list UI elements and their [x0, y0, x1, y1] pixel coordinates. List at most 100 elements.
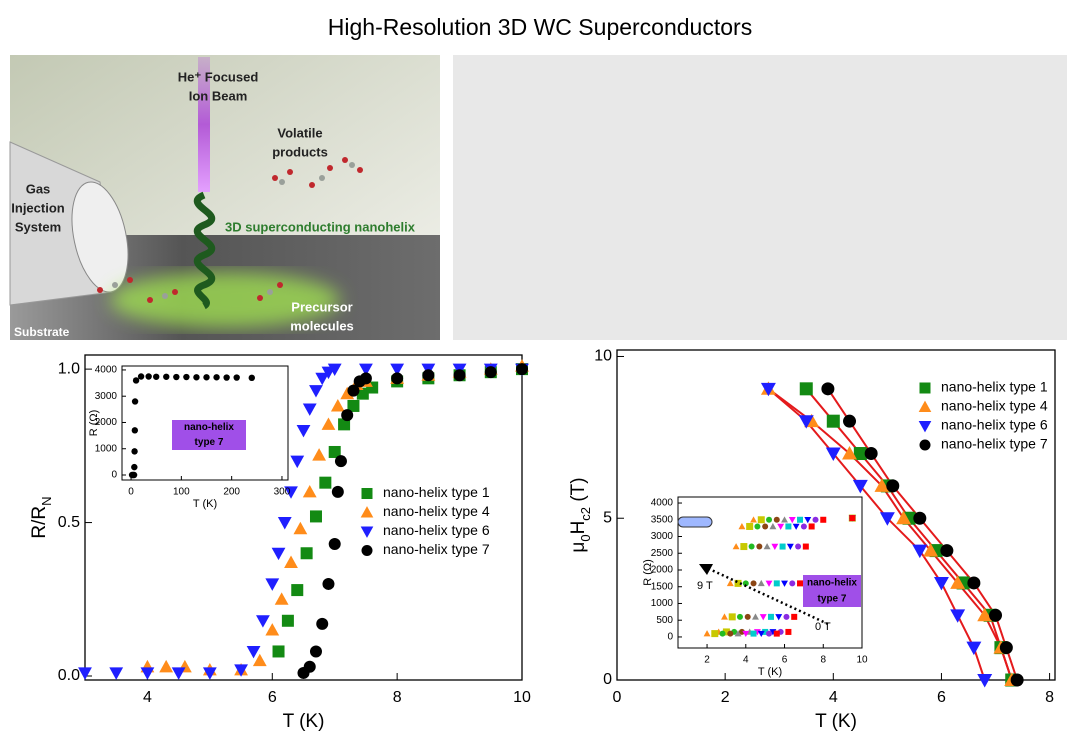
fit-line — [827, 388, 1019, 681]
annotation: type 7 — [195, 437, 224, 448]
marker — [281, 614, 294, 627]
marker — [950, 609, 966, 623]
marker — [726, 579, 734, 587]
marker — [842, 446, 857, 460]
marker — [321, 417, 336, 430]
marker — [233, 374, 240, 381]
marker — [950, 575, 966, 589]
y-axis-label: R (Ω) — [88, 410, 100, 437]
x-axis-label: T (K) — [283, 711, 325, 732]
sem-frame — [453, 55, 1067, 340]
marker — [302, 484, 317, 498]
x-tick-label: 10 — [513, 689, 531, 706]
marker — [284, 486, 298, 499]
sem-images — [453, 55, 1067, 340]
marker — [783, 613, 790, 620]
illustration — [9, 55, 440, 340]
x-tick-label: 300 — [274, 487, 291, 498]
y-tick-label: 0.5 — [58, 514, 80, 531]
marker — [777, 523, 785, 530]
marker — [516, 363, 528, 376]
illustration-label: Injection — [11, 200, 65, 215]
marker — [328, 445, 341, 458]
marker — [804, 517, 812, 524]
marker — [799, 382, 813, 396]
legend-label: nano-helix type 4 — [941, 398, 1048, 414]
marker — [277, 517, 292, 530]
y-tick-label: 0 — [667, 632, 673, 643]
legend-marker — [919, 382, 931, 394]
marker — [272, 645, 285, 658]
marker — [338, 418, 351, 431]
x-tick-label: 2 — [704, 655, 710, 666]
marker — [773, 516, 780, 523]
marker — [791, 613, 798, 620]
molecules — [97, 157, 363, 303]
marker — [484, 366, 497, 379]
nanohelix — [193, 191, 216, 310]
x-axis-label: T (K) — [758, 666, 782, 678]
molecules-light — [112, 162, 355, 299]
y-axis-label-part: (T) — [568, 477, 589, 507]
legend-marker — [360, 526, 374, 538]
marker — [391, 372, 404, 385]
marker — [781, 580, 788, 587]
marker — [131, 427, 139, 434]
illustration-label: Gas — [26, 181, 51, 196]
tube-opening — [71, 181, 129, 293]
legend-label: nano-helix type 1 — [941, 379, 1048, 395]
y-axis-label-part: R (Ω) — [88, 410, 100, 437]
legend-marker — [360, 506, 374, 518]
marker — [820, 516, 827, 523]
marker — [798, 415, 814, 429]
marker — [265, 578, 280, 591]
y-tick-label: 3500 — [651, 514, 674, 525]
marker — [746, 522, 754, 530]
x-tick-label: 10 — [856, 655, 868, 666]
y-tick-label: 2000 — [95, 417, 118, 428]
marker — [356, 387, 369, 400]
y-tick-label: 500 — [656, 615, 673, 626]
x-tick-label: 6 — [782, 655, 788, 666]
marker — [967, 576, 981, 590]
illustration-label: Substrate — [14, 325, 70, 339]
marker — [738, 628, 745, 635]
marker — [327, 363, 342, 377]
marker — [137, 373, 145, 380]
marker — [742, 630, 750, 638]
marker — [800, 523, 807, 530]
marker — [853, 447, 867, 461]
marker — [913, 511, 927, 525]
marker — [265, 623, 280, 636]
marker — [750, 630, 757, 637]
x-tick-label: 200 — [223, 487, 240, 498]
marker — [703, 630, 711, 637]
y-axis-label-part: H — [568, 521, 589, 535]
y-tick-label: 1000 — [651, 598, 674, 609]
annotation-box — [172, 420, 246, 450]
marker — [422, 369, 435, 382]
figure-title: High-Resolution 3D WC Superconductors — [328, 14, 752, 40]
y-tick-label: 2500 — [651, 548, 674, 559]
arrow-label: 9 T — [697, 580, 713, 592]
marker — [274, 592, 289, 605]
marker — [759, 614, 767, 621]
illustration-label: Volatile — [277, 125, 322, 140]
marker — [131, 398, 139, 405]
marker — [248, 374, 255, 382]
annotation: type 7 — [818, 594, 847, 605]
marker — [359, 363, 373, 377]
marker — [202, 667, 217, 680]
marker — [390, 363, 405, 377]
marker — [721, 613, 728, 620]
marker — [256, 615, 270, 628]
marker — [757, 630, 765, 638]
y-tick-label: 3000 — [651, 531, 674, 542]
legend-marker — [361, 488, 373, 499]
marker — [140, 667, 155, 680]
x-tick-label: 8 — [820, 655, 826, 666]
marker — [843, 414, 857, 428]
marker — [812, 516, 819, 523]
marker — [153, 373, 160, 380]
marker — [302, 403, 317, 416]
